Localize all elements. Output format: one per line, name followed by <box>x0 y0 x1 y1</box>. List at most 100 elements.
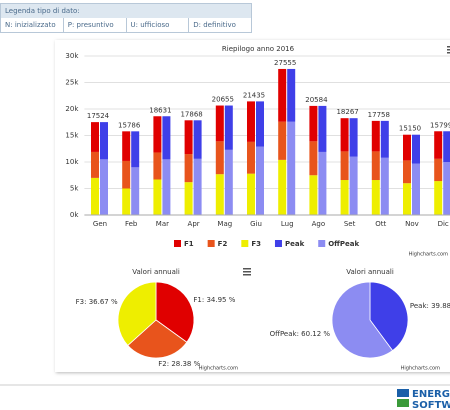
stack-total: 18267 <box>336 108 358 116</box>
legend-title: Legenda tipo di dato: <box>1 4 251 18</box>
stack-total: 18631 <box>149 106 171 114</box>
stack-total: 27555 <box>274 59 296 67</box>
bar-segment <box>256 101 264 147</box>
bar-segment <box>256 146 264 215</box>
legend-swatch <box>274 240 282 247</box>
slice-label: F3: 36.67 % <box>76 298 118 306</box>
bar-segment <box>287 68 296 122</box>
x-tick-label: Set <box>344 220 356 228</box>
logo-text: ENERG <box>412 389 450 400</box>
logo: ENERG SOFTW <box>397 389 450 410</box>
legend-swatch <box>207 240 215 247</box>
stack-total: 20584 <box>305 96 328 104</box>
legend-item: N: inizializzato <box>1 18 64 32</box>
y-tick-label: 30k <box>65 52 79 60</box>
bar-segment <box>247 173 255 215</box>
logo-text: SOFTW <box>412 400 450 410</box>
stack-total: 17758 <box>368 111 390 119</box>
legend-item: D: definitivo <box>193 21 236 29</box>
y-tick-label: 20k <box>65 105 79 113</box>
x-tick-label: Nov <box>405 220 419 228</box>
bar-segment <box>403 160 411 184</box>
bar-segment <box>153 152 162 180</box>
stack-total: 17868 <box>180 110 202 118</box>
bar-segment <box>91 122 99 152</box>
bar-segment <box>215 141 224 175</box>
legend-label: F2 <box>218 240 228 248</box>
menu-icon[interactable] <box>243 268 251 276</box>
x-tick-label: Giu <box>250 220 262 228</box>
chart-title: Riepilogo anno 2016 <box>222 45 295 53</box>
stack-total: 15150 <box>399 125 421 133</box>
legend-row: N: inizializzato P: presuntivo U: uffici… <box>1 18 251 32</box>
bar-segment <box>91 151 99 178</box>
legend-item: U: ufficioso <box>127 18 190 32</box>
y-tick-label: 5k <box>70 185 79 193</box>
bar-segment <box>162 159 171 215</box>
legend-label: F3 <box>251 240 261 248</box>
legend-swatch <box>241 240 249 247</box>
bar-segment <box>193 120 202 159</box>
bar-segment <box>371 151 380 181</box>
bar-segment <box>122 131 131 161</box>
bar-segment <box>380 120 389 158</box>
bar-segment <box>278 68 287 122</box>
bar-segment <box>340 180 349 215</box>
bar-segment <box>122 160 131 189</box>
bar-segment <box>349 156 358 215</box>
bar-segment <box>100 122 108 160</box>
pie-slice <box>127 319 188 359</box>
x-tick-label: Feb <box>125 220 138 228</box>
slice-label: Peak: 39.88 % <box>410 302 450 310</box>
menu-icon[interactable] <box>447 46 450 54</box>
x-tick-label: Mar <box>156 220 169 228</box>
bar-segment <box>412 134 420 164</box>
chart-title: Valori annuali <box>132 268 180 276</box>
legend-swatch <box>318 240 326 247</box>
bar-segment <box>91 177 99 215</box>
bar-segment <box>100 159 108 215</box>
bar-segment <box>122 188 131 215</box>
bar-segment <box>184 182 193 215</box>
stack-total: 17524 <box>87 112 110 120</box>
bar-segment <box>131 167 140 215</box>
credits: Highcharts.com <box>199 366 238 372</box>
y-tick-label: 25k <box>65 79 79 87</box>
bar-segment <box>309 141 318 176</box>
legend-label: F1 <box>184 240 194 248</box>
bar-segment <box>153 116 162 153</box>
bar-segment <box>153 179 162 215</box>
bar-segment <box>371 120 380 152</box>
bar-segment <box>215 174 224 215</box>
bar-segment <box>309 105 318 142</box>
bar-segment <box>434 131 443 159</box>
x-tick-label: Lug <box>281 220 294 228</box>
stack-total: 20655 <box>212 96 234 104</box>
legend-label: OffPeak <box>328 240 359 248</box>
bar-segment <box>443 162 450 215</box>
bar-segment <box>247 101 255 142</box>
stack-total: 15786 <box>118 121 141 129</box>
credits: Highcharts.com <box>409 252 448 258</box>
pie-slice <box>369 281 409 352</box>
bar-segment <box>443 131 450 162</box>
bar-segment <box>193 158 202 215</box>
bar-segment <box>278 159 287 215</box>
bar-segment <box>318 151 327 215</box>
bar-segment <box>184 120 193 155</box>
x-tick-label: Ago <box>312 220 326 228</box>
bar-segment <box>215 105 224 142</box>
bar-segment <box>380 157 389 215</box>
stack-total: 15799 <box>430 121 450 129</box>
slice-label: OffPeak: 60.12 % <box>270 330 331 338</box>
legend-swatch <box>174 240 181 247</box>
bar-segment <box>309 175 318 215</box>
x-tick-label: Mag <box>217 220 232 228</box>
bar-segment <box>371 180 380 215</box>
y-tick-label: 10k <box>65 158 79 166</box>
credits: Highcharts.com <box>401 366 440 372</box>
bar-segment <box>403 183 411 215</box>
x-tick-label: Apr <box>188 220 200 228</box>
